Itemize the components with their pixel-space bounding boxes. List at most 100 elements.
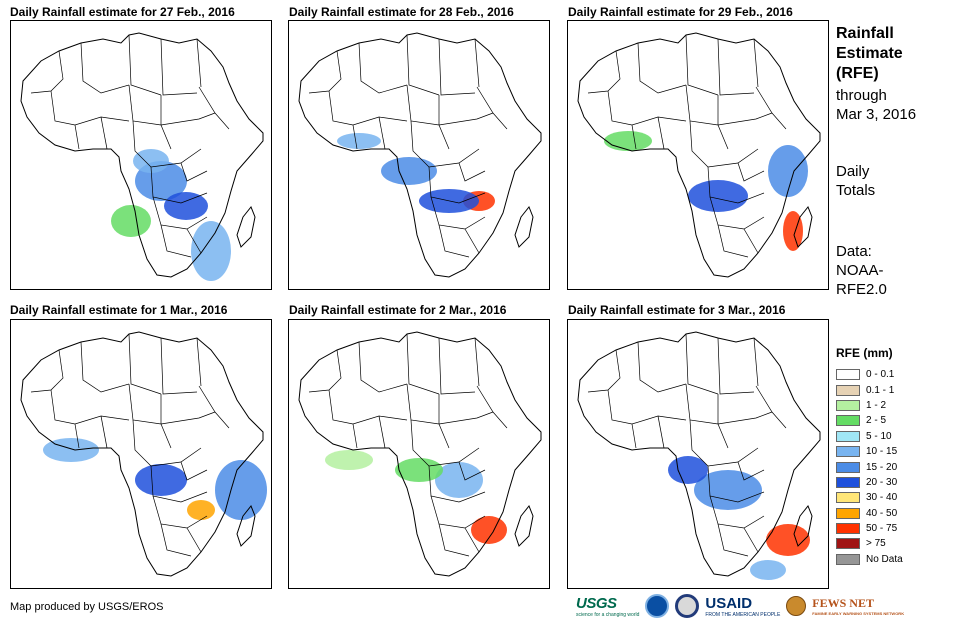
panel-title-5: Daily Rainfall estimate for 2 Mar., 2016: [289, 303, 507, 317]
country-border: [707, 465, 765, 503]
country-border: [152, 196, 208, 230]
rainfall-patch: [325, 450, 373, 470]
country-border: [378, 116, 386, 150]
country-border: [406, 34, 440, 96]
country-border: [685, 383, 773, 425]
legend-item: 40 - 50: [836, 506, 903, 521]
rainfall-map-2: [288, 20, 550, 290]
country-border: [464, 228, 480, 254]
legend-swatch: [836, 415, 860, 427]
country-border: [438, 224, 470, 258]
legend-swatch: [836, 507, 860, 519]
data-source: Data: NOAA- RFE2.0: [836, 242, 887, 299]
country-border: [464, 527, 480, 553]
legend-label: No Data: [866, 553, 903, 565]
africa-coastline: [20, 331, 264, 577]
country-border: [458, 162, 486, 182]
fews-logo-text: FEWS NET: [812, 596, 874, 610]
country-border: [607, 389, 687, 425]
country-border: [198, 385, 230, 429]
panel-title-3: Daily Rainfall estimate for 29 Feb., 201…: [568, 5, 793, 19]
legend-item: > 75: [836, 536, 903, 551]
usaid-logo-text: USAID: [705, 594, 753, 612]
through-date-value: Mar 3, 2016: [836, 106, 917, 123]
country-border: [438, 38, 476, 96]
legend-swatch: [836, 446, 860, 458]
country-border: [737, 162, 765, 182]
fews-tagline: FAMINE EARLY WARNING SYSTEMS NETWORK: [812, 611, 905, 616]
country-border: [755, 86, 787, 130]
usgs-logo-text: USGS: [576, 594, 617, 612]
legend-label: 1 - 2: [866, 399, 887, 411]
madagascar-outline: [236, 206, 256, 248]
rainfall-patch: [43, 438, 99, 462]
fews-net-logo: FEWS NET FAMINE EARLY WARNING SYSTEMS NE…: [812, 596, 904, 616]
africa-coastline: [298, 32, 542, 278]
legend-item: 15 - 20: [836, 459, 903, 474]
country-border: [160, 423, 172, 449]
legend-swatch: [836, 430, 860, 442]
africa-coastline: [298, 331, 542, 577]
map-title-line: (RFE): [836, 65, 879, 82]
rainfall-patch: [191, 221, 231, 281]
legend-label: 5 - 10: [866, 430, 892, 442]
country-border: [308, 349, 342, 393]
usgs-tagline: science for a changing world: [576, 611, 640, 618]
through-date: through Mar 3, 2016: [836, 86, 916, 124]
country-border: [128, 383, 216, 425]
country-border: [753, 38, 759, 88]
country-border: [30, 349, 64, 393]
rainfall-map-3: [567, 20, 829, 290]
legend-label: 15 - 20: [866, 461, 898, 473]
country-border: [196, 337, 202, 387]
legend-swatch: [836, 461, 860, 473]
rainfall-map-1: [10, 20, 272, 290]
country-border: [438, 124, 450, 150]
rainfall-patch: [133, 149, 169, 173]
logo-strip: USGS science for a changing world USAID …: [576, 594, 904, 618]
country-border: [717, 523, 749, 557]
panel-title-4: Daily Rainfall estimate for 1 Mar., 2016: [10, 303, 228, 317]
map-title-line: Estimate: [836, 45, 903, 62]
country-border: [707, 166, 765, 204]
country-border: [587, 50, 621, 94]
country-border: [430, 495, 486, 529]
country-border: [709, 196, 765, 230]
legend-swatch: [836, 399, 860, 411]
africa-coastline: [577, 331, 821, 577]
legend-title: RFE (mm): [836, 346, 893, 360]
country-border: [328, 389, 408, 425]
country-border: [438, 423, 450, 449]
legend-swatch: [836, 384, 860, 396]
country-border: [132, 419, 202, 467]
country-border: [160, 224, 192, 258]
rainfall-patch: [471, 516, 507, 544]
legend-label: 0 - 0.1: [866, 369, 895, 381]
legend-item: 1 - 2: [836, 398, 903, 413]
country-border: [128, 34, 162, 96]
country-border: [328, 90, 408, 126]
country-border: [50, 90, 130, 126]
rainfall-map-6: [567, 319, 829, 589]
legend-item: 0 - 0.1: [836, 367, 903, 382]
country-border: [430, 196, 486, 230]
country-border: [100, 415, 108, 449]
map-title-line: Rainfall: [836, 25, 894, 42]
legend-item: 0.1 - 1: [836, 382, 903, 397]
country-border: [406, 84, 494, 126]
country-border: [378, 415, 386, 449]
country-border: [308, 50, 342, 94]
legend-label: 30 - 40: [866, 492, 898, 504]
country-border: [637, 42, 687, 94]
totals-line: Totals: [836, 182, 876, 199]
madagascar-outline: [514, 505, 534, 547]
country-border: [743, 228, 759, 254]
madagascar-outline: [514, 206, 534, 248]
legend-swatch: [836, 476, 860, 488]
legend-item: No Data: [836, 552, 903, 567]
country-border: [685, 333, 719, 395]
legend-item: 5 - 10: [836, 429, 903, 444]
country-border: [128, 84, 216, 126]
legend-item: 50 - 75: [836, 521, 903, 536]
legend-item: 20 - 30: [836, 475, 903, 490]
